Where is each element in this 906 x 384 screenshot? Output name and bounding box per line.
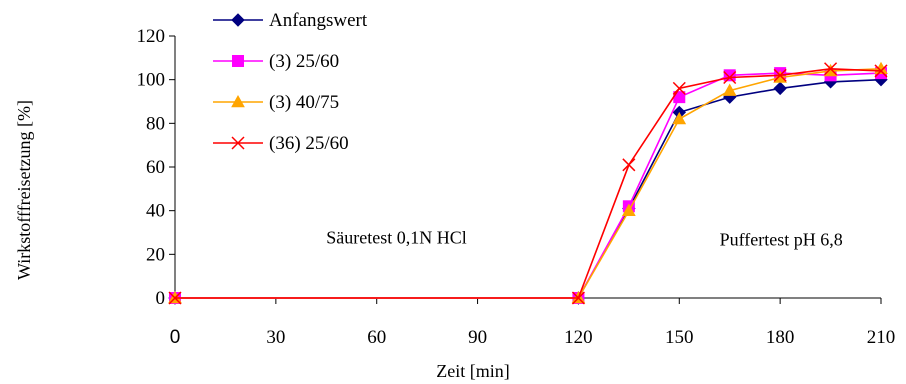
series-3 [168, 61, 888, 304]
triangle-marker [622, 203, 636, 216]
y-tick-label: 100 [137, 70, 166, 91]
x-marker [672, 81, 686, 95]
series-line [175, 68, 882, 299]
square-marker [723, 69, 736, 82]
diamond-marker [773, 81, 787, 96]
x-tick-label: 0 [170, 327, 181, 348]
x-tick-label: 150 [665, 327, 694, 348]
legend-label: (3) 40/75 [269, 92, 339, 113]
legend: Anfangswert (3) 25/60 (3) 40/75 (36) 25/60 [213, 10, 368, 154]
legend-label: Anfangswert [269, 10, 368, 31]
legend-entry: (3) 25/60 [213, 51, 339, 72]
y-ticks: 0 20 40 60 80 100 120 [137, 26, 175, 309]
series-layer [168, 61, 888, 305]
y-tick-label: 0 [156, 288, 166, 309]
triangle-marker [823, 63, 838, 77]
y-tick-label: 20 [146, 244, 165, 265]
legend-label: (3) 25/60 [269, 51, 339, 72]
x-marker [571, 291, 585, 305]
legend-entry: (36) 25/60 [213, 133, 349, 154]
y-tick-label: 60 [146, 157, 165, 178]
annotation-buffer-test: Puffertest pH 6,8 [720, 230, 843, 250]
y-tick-label: 40 [146, 201, 165, 222]
x-marker [622, 158, 636, 172]
x-tick-label: 30 [266, 327, 285, 348]
x-axis-label: Zeit [min] [436, 361, 509, 381]
x-tick-label: 60 [367, 327, 386, 348]
x-marker [168, 291, 182, 305]
triangle-marker [672, 111, 687, 125]
y-axis-label: Wirkstofffreisetzung [%] [14, 100, 34, 280]
series-line [175, 67, 882, 299]
x-marker [723, 70, 737, 85]
x-tick-label: 180 [766, 327, 795, 348]
y-tick-label: 80 [146, 113, 165, 134]
legend-entry: Anfangswert [213, 10, 368, 31]
square-marker [232, 55, 244, 67]
legend-entry: (3) 40/75 [213, 92, 339, 113]
diamond-marker [231, 13, 245, 27]
x-marker [773, 68, 787, 82]
x-marker [231, 136, 245, 150]
x-ticks: 0 30 60 90 120 150 180 210 [170, 298, 896, 348]
series-4 [168, 62, 888, 305]
triangle-marker [773, 70, 787, 83]
annotations: Säuretest 0,1N HCl Puffertest pH 6,8 [326, 227, 842, 249]
y-tick-label: 120 [137, 26, 166, 47]
triangle-marker [231, 94, 245, 108]
x-marker [824, 62, 838, 76]
x-tick-label: 210 [867, 327, 896, 348]
triangle-marker [722, 83, 737, 96]
x-tick-label: 120 [564, 327, 593, 348]
legend-label: (36) 25/60 [269, 133, 349, 154]
x-tick-label: 90 [468, 327, 487, 348]
annotation-acid-test: Säuretest 0,1N HCl [326, 227, 466, 247]
x-marker [874, 64, 888, 78]
